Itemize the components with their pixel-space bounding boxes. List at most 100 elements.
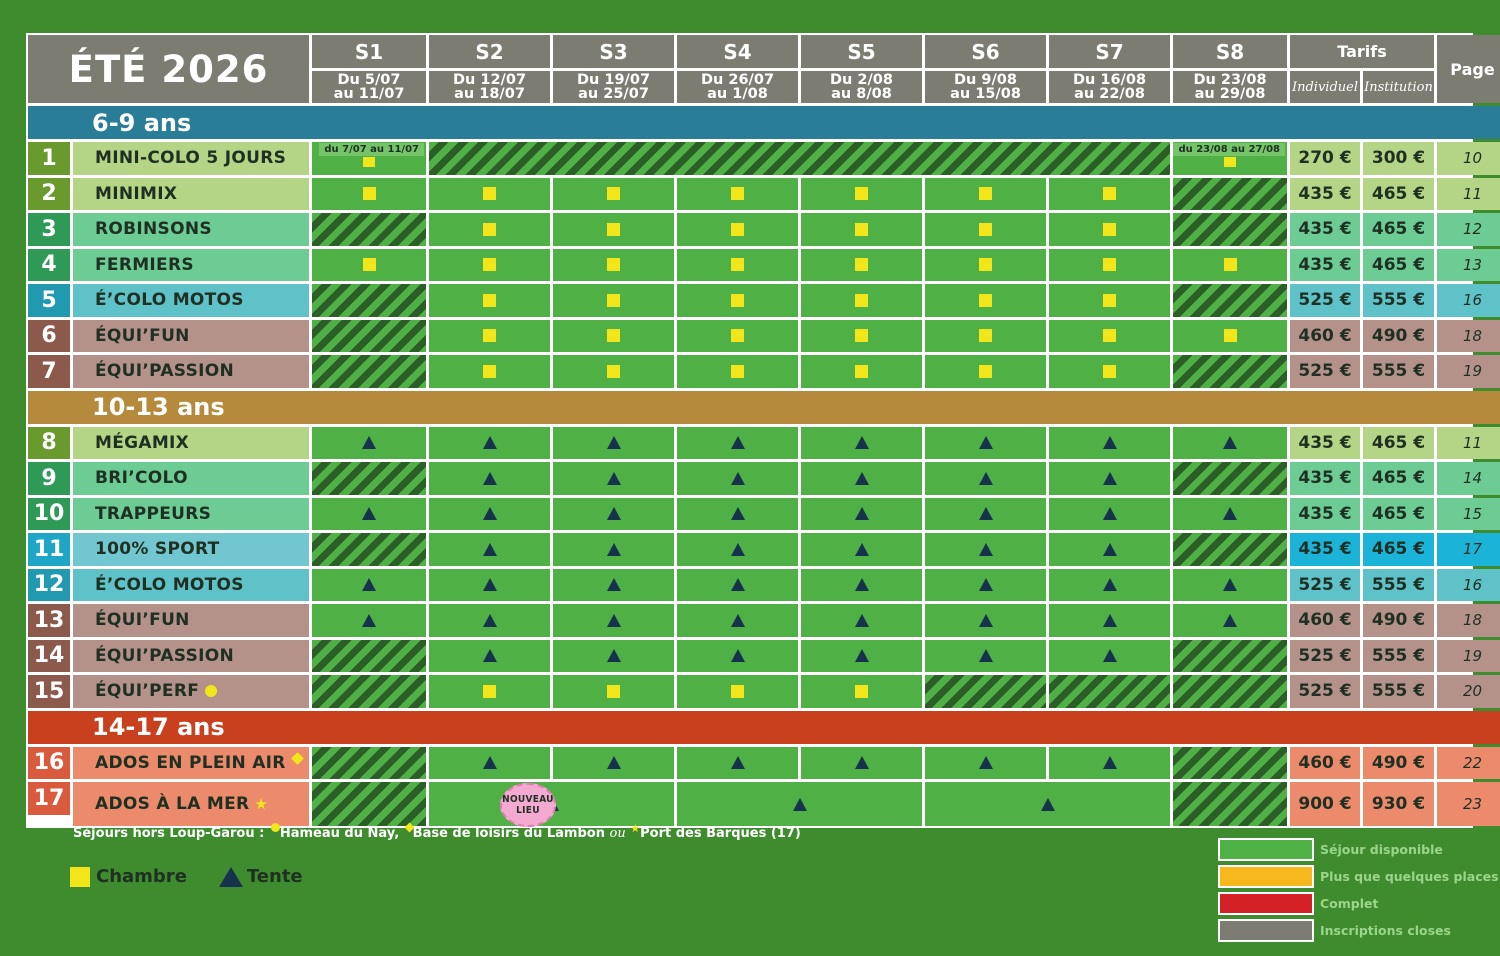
price-institution-text: 300 € bbox=[1371, 148, 1426, 169]
tent-icon bbox=[482, 649, 497, 663]
week-cell bbox=[1049, 639, 1170, 672]
week-cell bbox=[429, 248, 550, 281]
tent-icon bbox=[1102, 578, 1117, 592]
closed-cell bbox=[312, 319, 426, 352]
week-cell bbox=[553, 284, 674, 317]
week-label: S7 bbox=[1095, 39, 1124, 64]
price-individuel-text: 435 € bbox=[1298, 183, 1352, 204]
week-cell bbox=[677, 319, 798, 352]
status-swatch bbox=[1218, 919, 1314, 942]
week-cell bbox=[312, 248, 426, 281]
week-cell bbox=[1173, 426, 1287, 459]
week-cell bbox=[553, 497, 674, 530]
week-cell bbox=[801, 533, 922, 566]
row-number-text: 12 bbox=[33, 572, 65, 598]
week-date-from: Du 2/08 bbox=[830, 72, 893, 88]
week-cell bbox=[801, 177, 922, 210]
room-icon bbox=[731, 258, 744, 272]
institution-label: Institution bbox=[1364, 79, 1433, 95]
price-institution: 465 € bbox=[1363, 462, 1434, 495]
page-number: 12 bbox=[1437, 213, 1500, 246]
closed-cell bbox=[1173, 284, 1287, 317]
week-dates: Du 26/07 au 1/08 bbox=[677, 71, 798, 103]
page-number: 18 bbox=[1437, 319, 1500, 352]
week-cell bbox=[553, 568, 674, 601]
week-cell bbox=[925, 462, 1046, 495]
closed-cell bbox=[1173, 355, 1287, 388]
tent-icon bbox=[978, 649, 993, 663]
week-cell bbox=[1173, 497, 1287, 530]
tent-icon bbox=[482, 471, 497, 485]
row-number-text: 9 bbox=[41, 465, 57, 491]
room-icon bbox=[731, 222, 744, 236]
tent-icon bbox=[854, 578, 869, 592]
price-individuel: 435 € bbox=[1290, 533, 1360, 566]
week-cell bbox=[1049, 533, 1170, 566]
room-icon bbox=[483, 187, 496, 201]
accommodation-legend: Chambre Tente bbox=[70, 866, 303, 887]
price-individuel: 435 € bbox=[1290, 426, 1360, 459]
page-number: 22 bbox=[1437, 746, 1500, 779]
page-column-header: Page bbox=[1437, 35, 1500, 103]
tarif-institution-header: Institution bbox=[1363, 71, 1434, 103]
week-cell bbox=[1173, 604, 1287, 637]
room-icon bbox=[1224, 157, 1236, 167]
tent-icon bbox=[978, 756, 993, 770]
price-individuel: 900 € bbox=[1290, 782, 1360, 826]
closed-cell bbox=[1173, 177, 1287, 210]
room-icon bbox=[979, 364, 992, 378]
closed-cell bbox=[1173, 462, 1287, 495]
week-cell bbox=[553, 355, 674, 388]
star-marker-icon: ★ bbox=[254, 795, 269, 813]
week-cell bbox=[677, 604, 798, 637]
room-icon bbox=[1103, 222, 1116, 236]
week-cell bbox=[801, 319, 922, 352]
week-dates: Du 9/08 au 15/08 bbox=[925, 71, 1046, 103]
week-cell bbox=[677, 782, 922, 826]
week-cell bbox=[429, 675, 550, 708]
room-icon bbox=[1223, 329, 1237, 343]
week-dates: Du 16/08 au 22/08 bbox=[1049, 71, 1170, 103]
week-cell bbox=[925, 426, 1046, 459]
week-cell bbox=[925, 782, 1170, 826]
row-number-text: 14 bbox=[33, 643, 65, 669]
page-number-text: 10 bbox=[1462, 149, 1483, 168]
program-name: TRAPPEURS bbox=[73, 497, 309, 530]
page-number: 10 bbox=[1437, 142, 1500, 175]
week-cell bbox=[312, 568, 426, 601]
week-cell bbox=[677, 284, 798, 317]
closed-cell bbox=[925, 675, 1046, 708]
room-icon bbox=[1103, 187, 1116, 201]
week-cell bbox=[1049, 284, 1170, 317]
week-header: S8 bbox=[1173, 35, 1287, 68]
week-label: S3 bbox=[599, 39, 628, 64]
row-number: 4 bbox=[28, 248, 70, 281]
week-cell bbox=[1173, 248, 1287, 281]
room-icon bbox=[607, 293, 620, 307]
price-institution: 490 € bbox=[1363, 319, 1434, 352]
week-cell bbox=[1049, 355, 1170, 388]
price-individuel-text: 435 € bbox=[1298, 254, 1352, 275]
age-section-header: 6-9 ans bbox=[28, 106, 1500, 139]
week-cell bbox=[429, 639, 550, 672]
room-icon bbox=[483, 329, 496, 343]
price-individuel: 525 € bbox=[1290, 284, 1360, 317]
tent-icon bbox=[482, 436, 497, 450]
week-header: S5 bbox=[801, 35, 922, 68]
closed-cell bbox=[429, 142, 1170, 175]
new-location-badge: NOUVEAU LIEU bbox=[500, 783, 556, 827]
age-group-label: 6-9 ans bbox=[92, 108, 192, 137]
title-text: ÉTÉ 2026 bbox=[68, 47, 269, 91]
price-institution-text: 490 € bbox=[1371, 610, 1426, 631]
price-individuel: 525 € bbox=[1290, 675, 1360, 708]
tent-icon bbox=[854, 436, 869, 450]
page-number: 17 bbox=[1437, 533, 1500, 566]
week-cell bbox=[553, 426, 674, 459]
closed-cell bbox=[312, 462, 426, 495]
week-cell bbox=[677, 426, 798, 459]
price-individuel-text: 525 € bbox=[1298, 681, 1352, 702]
week-cell bbox=[1049, 213, 1170, 246]
price-individuel: 460 € bbox=[1290, 319, 1360, 352]
week-header: S2 bbox=[429, 35, 550, 68]
tent-icon bbox=[1102, 542, 1117, 556]
